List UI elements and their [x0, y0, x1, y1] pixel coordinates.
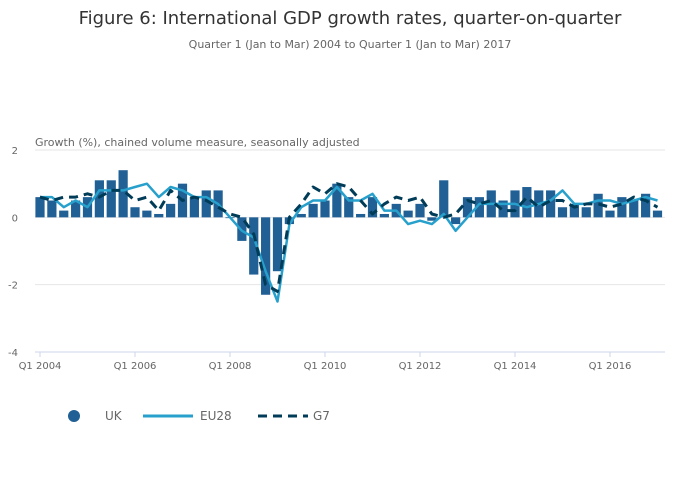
bar-uk	[296, 213, 306, 218]
bar-uk	[130, 207, 140, 218]
legend-label-uk: UK	[105, 409, 123, 423]
bar-uk	[249, 217, 259, 275]
bar-uk	[451, 217, 461, 225]
x-tick-label: Q1 2004	[19, 361, 62, 372]
bar-uk	[106, 180, 116, 218]
bar-uk	[59, 210, 69, 218]
legend-label-g7: G7	[313, 409, 330, 423]
bar-uk	[166, 203, 176, 218]
bar-uk	[94, 180, 104, 218]
bar-uk	[474, 197, 484, 218]
bar-uk	[546, 190, 556, 218]
line-g7	[39, 182, 659, 293]
bar-uk	[593, 193, 603, 218]
bar-uk	[427, 217, 437, 221]
bar-uk	[581, 207, 591, 218]
bar-uk	[439, 180, 449, 218]
bar-uk	[629, 200, 639, 218]
bar-uk	[261, 217, 271, 295]
legend-marker-uk	[68, 410, 80, 422]
bar-uk	[652, 210, 663, 218]
line-eu28	[40, 182, 658, 303]
bar-uk	[617, 197, 627, 218]
x-tick-label: Q1 2012	[399, 361, 442, 372]
bar-uk	[462, 197, 473, 218]
x-tick-label: Q1 2014	[494, 361, 537, 372]
y-tick-label: -2	[8, 281, 18, 292]
bar-uk	[272, 217, 283, 272]
bar-uk	[379, 213, 389, 218]
bar-uk	[344, 197, 354, 218]
bar-uk	[403, 210, 413, 218]
bar-uk	[35, 197, 45, 218]
bar-uk	[605, 210, 615, 218]
y-tick-label: -4	[8, 348, 18, 359]
legend-label-eu28: EU28	[200, 409, 232, 423]
y-axis-label: Growth (%), chained volume measure, seas…	[35, 136, 360, 149]
x-tick-label: Q1 2010	[304, 361, 347, 372]
chart-subtitle: Quarter 1 (Jan to Mar) 2004 to Quarter 1…	[188, 38, 512, 51]
bar-uk	[71, 200, 81, 218]
bar-uk	[367, 197, 378, 218]
bar-uk	[569, 203, 579, 218]
y-tick-label: 0	[12, 213, 18, 224]
x-tick-label: Q1 2008	[209, 361, 252, 372]
y-tick-label: 2	[12, 146, 18, 157]
bar-uk	[118, 170, 128, 218]
bar-uk	[641, 193, 651, 218]
bar-uk	[154, 213, 164, 218]
bar-uk	[320, 200, 330, 218]
bar-uk	[522, 187, 532, 218]
bar-uk	[332, 183, 342, 218]
chart-title: Figure 6: International GDP growth rates…	[78, 8, 622, 29]
x-tick-label: Q1 2006	[114, 361, 157, 372]
bar-uk	[498, 200, 508, 218]
bar-uk	[308, 203, 318, 218]
bar-uk	[201, 190, 211, 218]
bar-uk	[47, 200, 57, 218]
bar-uk	[557, 207, 568, 218]
bar-uk	[142, 210, 152, 218]
x-tick-label: Q1 2016	[589, 361, 632, 372]
bar-uk	[415, 203, 425, 218]
bar-uk	[189, 197, 199, 218]
bar-uk	[356, 213, 366, 218]
